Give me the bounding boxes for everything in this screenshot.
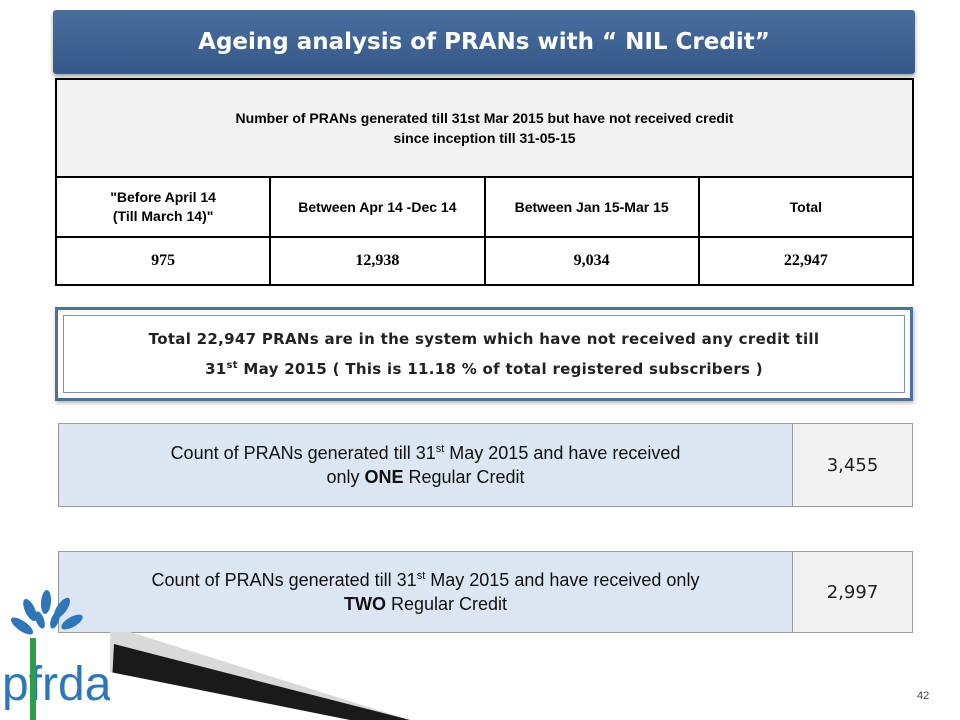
summary-note-line1: Total 22,947 PRANs are in the system whi… [148, 330, 820, 348]
count-two-credit-label: Count of PRANs generated till 31st May 2… [59, 552, 793, 632]
column-header-total: Total [697, 176, 915, 238]
column-header-line1: Between Apr 14 -Dec 14 [298, 198, 457, 215]
count-one-date-suffix: st [435, 443, 445, 455]
column-header-before-april-14: "Before April 14 (Till March 14)" [54, 176, 272, 238]
note-date-suffix: st [226, 360, 238, 371]
column-header-line1: Total [789, 198, 823, 215]
count-one-line2-pre: only [326, 467, 365, 487]
column-header-jan15-mar15: Between Jan 15-Mar 15 [483, 176, 700, 238]
count-two-bold-word: TWO [343, 594, 386, 614]
column-header-line2: (Till March 14)" [112, 208, 214, 224]
column-header-apr14-dec14: Between Apr 14 -Dec 14 [269, 176, 486, 238]
note-line2-text: May 2015 ( This is 11.18 % of total regi… [237, 360, 763, 378]
count-one-credit-label: Count of PRANs generated till 31st May 2… [59, 424, 793, 506]
count-two-date-suffix: st [416, 570, 426, 582]
table-header-line1: Number of PRANs generated till 31st Mar … [235, 110, 734, 126]
value-jan15-mar15: 9,034 [483, 236, 700, 286]
decorative-swoosh [110, 632, 410, 720]
summary-note: Total 22,947 PRANs are in the system whi… [63, 315, 905, 393]
value-apr14-dec14: 12,938 [269, 236, 486, 286]
value-before-april-14: 975 [54, 236, 272, 286]
pfrda-logo: pfrda [2, 590, 112, 720]
slide-title-bar: Ageing analysis of PRANs with “ NIL Cred… [53, 10, 915, 74]
summary-note-box: Total 22,947 PRANs are in the system whi… [55, 307, 913, 401]
count-two-credit-box: Count of PRANs generated till 31st May 2… [58, 551, 913, 633]
table-header-cell: Number of PRANs generated till 31st Mar … [55, 78, 914, 178]
logo-text: pfrda [2, 658, 112, 711]
page-number: 42 [917, 690, 930, 702]
count-two-credit-value: 2,997 [793, 552, 912, 632]
column-header-line1: "Before April 14 [110, 189, 216, 205]
count-one-bold-word: ONE [364, 467, 404, 487]
count-two-text-pre: Count of PRANs generated till 31 [151, 570, 417, 590]
summary-note-line2: 31st May 2015 ( This is 11.18 % of total… [205, 354, 763, 384]
count-one-text-pre: Count of PRANs generated till 31 [170, 443, 436, 463]
note-date-number: 31 [205, 360, 227, 378]
count-one-credit-value: 3,455 [793, 424, 912, 506]
ageing-table: Number of PRANs generated till 31st Mar … [54, 78, 915, 286]
count-two-text-mid: May 2015 and have received only [425, 570, 700, 590]
slide-title: Ageing analysis of PRANs with “ NIL Cred… [198, 29, 770, 55]
count-two-line2-post: Regular Credit [385, 594, 508, 614]
count-one-credit-box: Count of PRANs generated till 31st May 2… [58, 423, 913, 507]
count-one-line2-post: Regular Credit [403, 467, 525, 487]
column-header-line1: Between Jan 15-Mar 15 [514, 198, 669, 215]
value-total: 22,947 [697, 236, 915, 286]
table-header-line2: since inception till 31-05-15 [393, 130, 576, 146]
count-one-text-mid: May 2015 and have received [444, 443, 681, 463]
